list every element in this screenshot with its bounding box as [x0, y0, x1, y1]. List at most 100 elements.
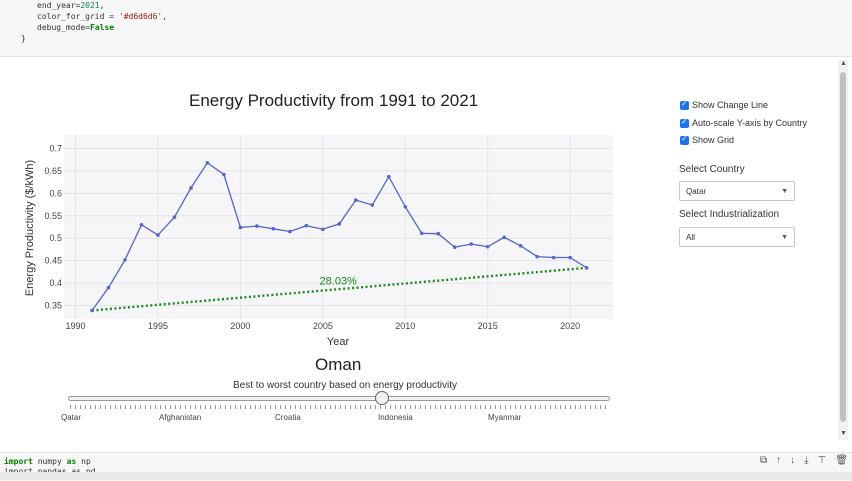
y-tick-label: 0.65 — [44, 166, 62, 176]
x-tick-label: 2005 — [313, 321, 333, 331]
data-point[interactable] — [106, 285, 111, 290]
plot-area — [64, 135, 613, 319]
data-point[interactable] — [386, 174, 391, 179]
data-point[interactable] — [551, 255, 556, 260]
horizontal-scrollbar[interactable] — [0, 472, 852, 480]
checkbox-checked-icon[interactable] — [680, 134, 689, 145]
show-change-line-checkbox[interactable]: Show Change Line — [680, 99, 769, 110]
data-point[interactable] — [354, 198, 358, 202]
x-tick-label: 1990 — [66, 321, 86, 331]
data-point[interactable] — [535, 254, 539, 259]
code-line-import-pandas: import pandas as pd — [4, 467, 96, 476]
checkbox-checked-icon[interactable] — [680, 99, 689, 110]
delete-icon[interactable]: 🗑 — [835, 455, 848, 466]
x-tick-label: 2000 — [230, 321, 250, 331]
data-point[interactable] — [452, 245, 457, 249]
series-points — [90, 161, 589, 313]
output-scrollbar[interactable] — [838, 60, 848, 440]
x-axis-label: Year — [327, 336, 350, 348]
y-tick-label: 0.6 — [49, 188, 62, 198]
data-point[interactable] — [502, 235, 506, 240]
data-point[interactable] — [90, 308, 94, 313]
chart-title: Energy Productivity from 1991 to 2021 — [189, 91, 479, 110]
cell-toolbar: ⧉ ↑ ↓ ⤓ ⊤ 🗑 — [760, 455, 848, 466]
auto-scale-checkbox[interactable]: Auto-scale Y-axis by Country — [680, 117, 808, 128]
y-tick-label: 0.35 — [44, 301, 62, 311]
data-point[interactable] — [205, 161, 210, 165]
country-rank-slider-handle[interactable] — [375, 391, 390, 405]
x-tick-label: 2015 — [478, 321, 498, 331]
output-scrollbar-thumb[interactable] — [840, 72, 846, 422]
slider-subtitle: Best to worst country based on energy pr… — [233, 380, 458, 391]
move-down-icon[interactable]: ↓ — [790, 455, 796, 466]
data-point[interactable] — [139, 222, 144, 227]
auto-scale-label: Auto-scale Y-axis by Country — [692, 118, 808, 128]
data-point[interactable] — [172, 215, 177, 219]
show-grid-checkbox[interactable]: Show Grid — [680, 134, 735, 145]
data-point[interactable] — [304, 223, 309, 228]
checkbox-checked-icon[interactable] — [680, 117, 689, 128]
data-point[interactable] — [485, 244, 490, 249]
y-tick-label: 0.5 — [49, 233, 62, 243]
data-point[interactable] — [469, 242, 474, 246]
code-cell-top[interactable]: end_year=2021, color_for_grid = '#d6d6d6… — [0, 0, 852, 57]
y-tick-label: 0.55 — [44, 211, 62, 221]
copy-icon[interactable]: ⧉ — [760, 455, 768, 466]
code-line-color-for-grid: color_for_grid = '#d6d6d6', — [37, 12, 168, 21]
data-point[interactable] — [123, 257, 127, 262]
insert-below-icon[interactable]: ⤓ — [804, 455, 809, 466]
data-point[interactable] — [436, 231, 441, 236]
data-point[interactable] — [370, 203, 375, 207]
data-point[interactable] — [419, 231, 424, 236]
data-point[interactable] — [584, 266, 589, 270]
y-axis-label: Energy Productivity ($/kWh) — [24, 160, 36, 296]
data-point[interactable] — [321, 227, 325, 232]
move-up-icon[interactable]: ↑ — [776, 455, 782, 466]
data-point[interactable] — [518, 244, 523, 248]
slider-ticks — [70, 405, 608, 409]
change-line-label: 28.03% — [320, 276, 358, 288]
show-change-line-label: Show Change Line — [692, 100, 769, 110]
data-point[interactable] — [255, 224, 259, 228]
data-point[interactable] — [156, 233, 160, 237]
slider-country-title: Oman — [315, 355, 362, 374]
y-tick-label: 0.45 — [44, 256, 62, 266]
chevron-down-icon[interactable]: ▼ — [781, 234, 788, 241]
country-select-value: Qatar — [686, 187, 707, 196]
select-country-label: Select Country — [679, 164, 745, 175]
data-point[interactable] — [222, 172, 226, 177]
industrialization-select[interactable]: All ▼ — [679, 227, 795, 247]
code-line-close-brace: } — [21, 34, 26, 43]
data-point[interactable] — [271, 226, 276, 231]
data-point[interactable] — [238, 225, 243, 230]
data-point[interactable] — [189, 186, 193, 190]
x-tick-label: 2010 — [395, 321, 415, 331]
chevron-down-icon[interactable]: ▼ — [781, 188, 788, 195]
insert-above-icon[interactable]: ⊤ — [817, 455, 827, 466]
scroll-up-icon[interactable]: ▲ — [840, 60, 847, 67]
data-point[interactable] — [288, 229, 292, 234]
code-line-end-year: end_year=2021, — [37, 1, 105, 10]
slider-label-qatar: Qatar — [61, 413, 82, 422]
data-point[interactable] — [337, 222, 342, 226]
x-tick-labels: 1990 1995 2000 2005 2010 2015 2020 — [66, 321, 581, 331]
x-tick-label: 2020 — [560, 321, 580, 331]
data-point[interactable] — [568, 255, 572, 260]
country-select[interactable]: Qatar ▼ — [679, 181, 795, 201]
show-grid-label: Show Grid — [692, 135, 735, 145]
data-point[interactable] — [403, 205, 408, 209]
select-industrialization-label: Select Industrialization — [679, 209, 780, 220]
x-tick-label: 1995 — [148, 321, 168, 331]
y-tick-label: 0.7 — [49, 143, 62, 153]
industrialization-select-value: All — [686, 233, 695, 242]
y-tick-labels: 0.35 0.4 0.45 0.5 0.55 0.6 0.65 0.7 — [44, 143, 62, 310]
code-line-debug-mode: debug_mode=False — [37, 23, 115, 32]
change-line — [91, 266, 587, 312]
country-rank-slider-track[interactable] — [68, 396, 610, 401]
slider-label-croatia: Croatia — [275, 413, 301, 422]
slider-label-afghanistan: Afghanistan — [159, 413, 202, 422]
y-tick-label: 0.4 — [49, 278, 62, 288]
slider-label-myanmar: Myanmar — [488, 413, 522, 422]
scroll-down-icon[interactable]: ▼ — [840, 430, 847, 437]
